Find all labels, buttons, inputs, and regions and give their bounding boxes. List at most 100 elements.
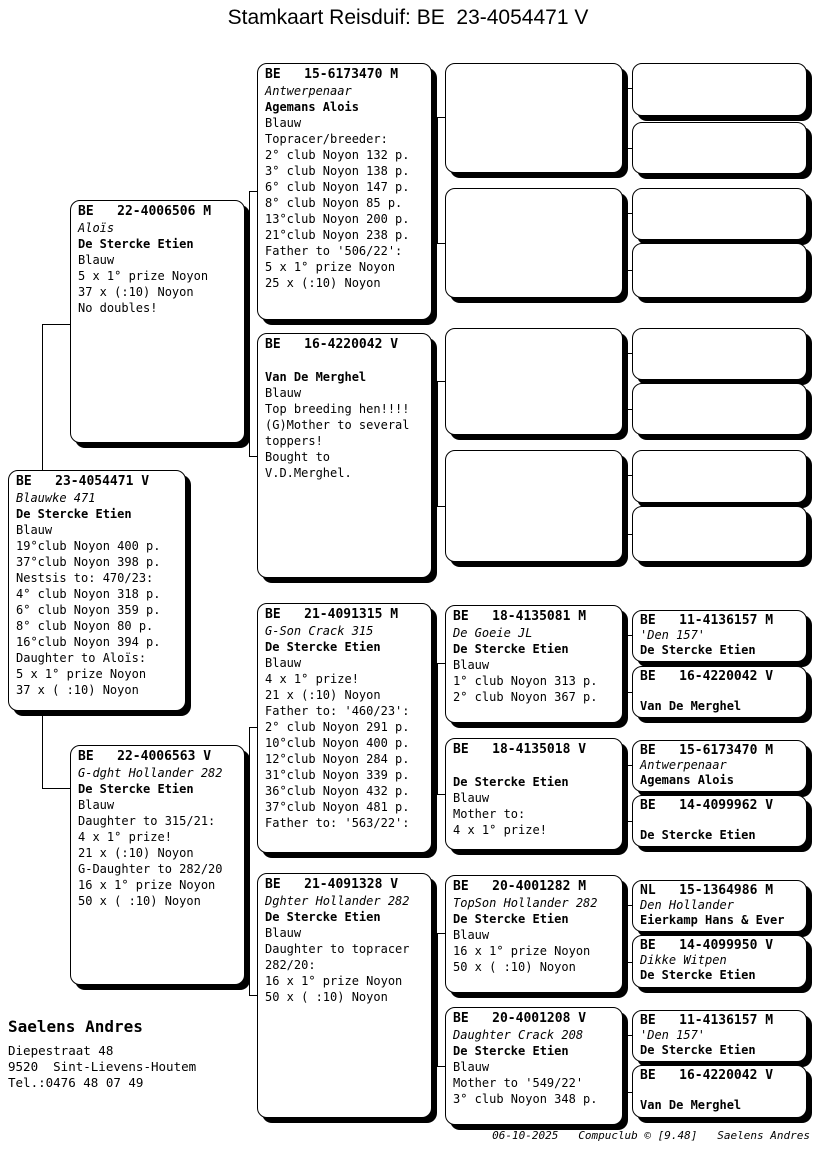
fancier-name: De Stercke Etien — [453, 1044, 569, 1058]
ring-number: BE 16-4220042 V — [640, 669, 774, 684]
ring-number: BE 16-4220042 V — [265, 337, 399, 352]
ring-number: BE 20-4001208 V — [453, 1011, 587, 1026]
pigeon-details: Blauw 5 x 1° prize Noyon 37 x (:10) Noyo… — [78, 253, 209, 315]
pedigree-box-dds-sire: NL 15-1364986 M Den Hollander Eierkamp H… — [632, 880, 807, 932]
connector-bracket — [437, 117, 446, 244]
connector-bracket — [437, 381, 446, 507]
pigeon-name: Den Hollander — [640, 898, 734, 912]
pigeon-name: Blauwke 471 — [16, 491, 96, 505]
fancier-name: De Stercke Etien — [640, 828, 756, 842]
pigeon-details: Blauw Mother to '549/22' 3° club Noyon 3… — [453, 1060, 598, 1106]
connector-bracket — [625, 1035, 633, 1093]
pedigree-box-empty — [445, 450, 623, 562]
pedigree-box-dss-sire: BE 11-4136157 M 'Den 157' De Stercke Eti… — [632, 610, 807, 662]
fancier-name: De Stercke Etien — [453, 912, 569, 926]
pigeon-name: De Goeie JL — [453, 626, 533, 640]
owner-name: Saelens Andres — [8, 1017, 143, 1036]
ring-number: NL 15-1364986 M — [640, 883, 774, 898]
connector-bracket — [437, 933, 446, 1067]
pigeon-name: Dghter Hollander 282 — [265, 894, 410, 908]
pigeon-details: Blauw Mother to: 4 x 1° prize! — [453, 791, 547, 837]
ring-number: BE 11-4136157 M — [640, 1013, 774, 1028]
fancier-name: Van De Merghel — [265, 370, 367, 384]
connector-bracket — [625, 213, 633, 271]
fancier-name: De Stercke Etien — [265, 910, 381, 924]
pedigree-box-dsd-sire: BE 15-6173470 M Antwerpenaar Agemans Alo… — [632, 740, 807, 792]
fancier-name: De Stercke Etien — [265, 640, 381, 654]
pedigree-box-dam-dam-sire: BE 20-4001282 M TopSon Hollander 282 De … — [445, 875, 623, 993]
pigeon-details: Blauw Daughter to topracer 282/20: 16 x … — [265, 926, 410, 1004]
connector-bracket — [625, 905, 633, 963]
fancier-name: De Stercke Etien — [16, 507, 132, 521]
pedigree-box-empty — [632, 383, 807, 435]
pigeon-details: Blauw 4 x 1° prize! 21 x (:10) Noyon Fat… — [265, 656, 410, 830]
fancier-name: Agemans Alois — [265, 100, 359, 114]
pigeon-details: Blauw Top breeding hen!!!! (G)Mother to … — [265, 386, 410, 480]
pigeon-name — [265, 353, 427, 369]
pedigree-box-empty — [632, 122, 807, 174]
ring-number: BE 11-4136157 M — [640, 613, 774, 628]
connector-bracket — [625, 765, 633, 822]
pigeon-name — [453, 758, 618, 774]
connector-bracket — [249, 191, 258, 457]
ring-number: BE 16-4220042 V — [640, 1068, 774, 1083]
pedigree-box-empty — [632, 328, 807, 380]
connector-bracket — [625, 353, 633, 410]
ring-number: BE 18-4135018 V — [453, 742, 587, 757]
connector-bracket — [437, 663, 446, 795]
ring-number: BE 18-4135081 M — [453, 609, 587, 624]
fancier-name: De Stercke Etien — [78, 782, 194, 796]
pigeon-details: Blauw Topracer/breeder: 2° club Noyon 13… — [265, 116, 410, 290]
connector-bracket — [625, 88, 633, 149]
pedigree-box-sire-sire: BE 15-6173470 M Antwerpenaar Agemans Alo… — [257, 63, 432, 320]
connector-bracket — [625, 635, 633, 693]
fancier-name: Van De Merghel — [640, 699, 742, 713]
ring-number: BE 23-4054471 V — [16, 474, 150, 489]
fancier-name: Agemans Alois — [640, 773, 734, 787]
pigeon-name — [640, 684, 802, 699]
ring-number: BE 21-4091328 V — [265, 877, 399, 892]
pedigree-box-dam: BE 22-4006563 V G-dght Hollander 282 De … — [70, 745, 245, 985]
fancier-name: De Stercke Etien — [453, 642, 569, 656]
pigeon-name: Daughter Crack 208 — [453, 1028, 584, 1042]
owner-address: Diepestraat 48 9520 Sint-Lievens-Houtem … — [8, 1043, 197, 1090]
pigeon-name: Antwerpenaar — [265, 84, 352, 98]
pedigree-box-subject: BE 23-4054471 V Blauwke 471 De Stercke E… — [8, 470, 186, 711]
pigeon-details: Blauw 19°club Noyon 400 p. 37°club Noyon… — [16, 523, 161, 697]
ring-number: BE 21-4091315 M — [265, 607, 399, 622]
pedigree-box-dam-sire-dam: BE 18-4135018 V De Stercke Etien Blauw M… — [445, 738, 623, 850]
pedigree-box-dam-sire: BE 21-4091315 M G-Son Crack 315 De Sterc… — [257, 603, 432, 853]
pedigree-box-empty — [632, 450, 807, 503]
fancier-name: De Stercke Etien — [78, 237, 194, 251]
ring-number: BE 15-6173470 M — [265, 67, 399, 82]
footer-text: 06-10-2025 Compuclub © [9.48] Saelens An… — [492, 1129, 810, 1142]
pigeon-name: Dikke Witpen — [640, 953, 727, 967]
connector-bracket — [249, 727, 258, 996]
pigeon-name — [640, 1083, 802, 1098]
pedigree-box-empty — [445, 188, 623, 298]
fancier-name: De Stercke Etien — [640, 1043, 756, 1057]
pedigree-box-empty — [632, 243, 807, 298]
pedigree-box-dam-dam-dam: BE 20-4001208 V Daughter Crack 208 De St… — [445, 1007, 623, 1125]
pigeon-details: Blauw Daughter to 315/21: 4 x 1° prize! … — [78, 798, 223, 908]
ring-number: BE 14-4099962 V — [640, 798, 774, 813]
pigeon-name — [640, 813, 802, 828]
page-title: Stamkaart Reisduif: BE 23-4054471 V — [227, 6, 589, 29]
pedigree-box-sire-dam: BE 16-4220042 V Van De Merghel Blauw Top… — [257, 333, 432, 578]
fancier-name: De Stercke Etien — [640, 643, 756, 657]
pedigree-box-ddd-dam: BE 16-4220042 V Van De Merghel — [632, 1065, 807, 1118]
ring-number: BE 20-4001282 M — [453, 879, 587, 894]
pedigree-box-empty — [445, 328, 623, 435]
pigeon-name: TopSon Hollander 282 — [453, 896, 598, 910]
pedigree-box-empty — [445, 63, 623, 173]
pedigree-box-dam-sire-sire: BE 18-4135081 M De Goeie JL De Stercke E… — [445, 605, 623, 723]
pedigree-box-dds-dam: BE 14-4099950 V Dikke Witpen De Stercke … — [632, 935, 807, 988]
pedigree-box-dam-dam: BE 21-4091328 V Dghter Hollander 282 De … — [257, 873, 432, 1118]
ring-number: BE 22-4006563 V — [78, 749, 212, 764]
pedigree-box-dss-dam: BE 16-4220042 V Van De Merghel — [632, 666, 807, 718]
ring-number: BE 22-4006506 M — [78, 204, 212, 219]
pigeon-name: G-Son Crack 315 — [265, 624, 374, 638]
connector-bracket — [625, 475, 633, 535]
pedigree-box-dsd-dam: BE 14-4099962 V De Stercke Etien — [632, 795, 807, 847]
